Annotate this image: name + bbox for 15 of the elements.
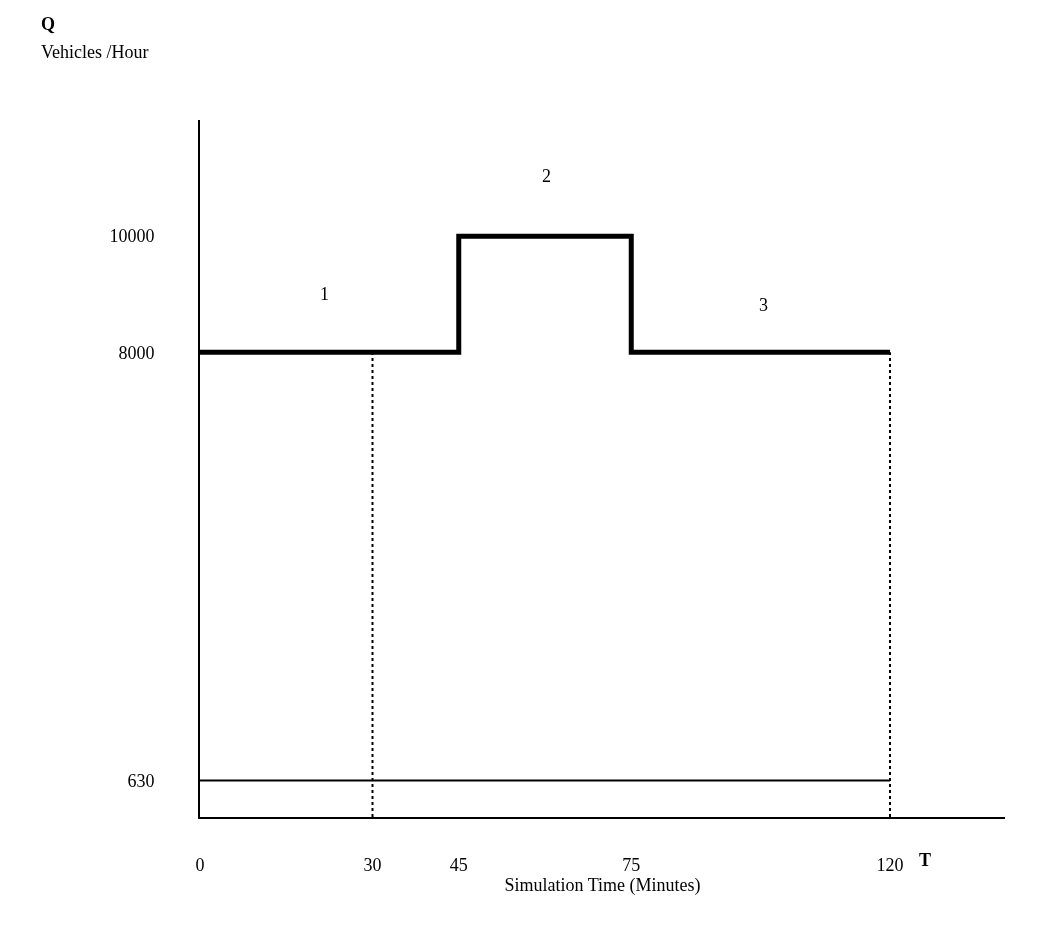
x-tick-label: 30 (363, 854, 382, 875)
y-axis-title: Vehicles /Hour (41, 42, 149, 62)
x-tick-label: 120 (876, 854, 904, 875)
x-tick-label: 45 (449, 854, 468, 875)
x-axis-title: Simulation Time (Minutes) (504, 875, 701, 897)
text: T (919, 850, 932, 870)
x-tick-label: 0 (195, 854, 205, 875)
text: Q (41, 14, 56, 34)
annotation: 3 (759, 295, 768, 315)
y-tick-label: 10000 (109, 226, 155, 247)
x-tick-label: 75 (622, 854, 641, 875)
annotation: 2 (542, 166, 551, 186)
y-tick-label: 8000 (118, 342, 155, 363)
annotation: 1 (320, 284, 329, 304)
y-tick-label: 630 (127, 770, 155, 791)
